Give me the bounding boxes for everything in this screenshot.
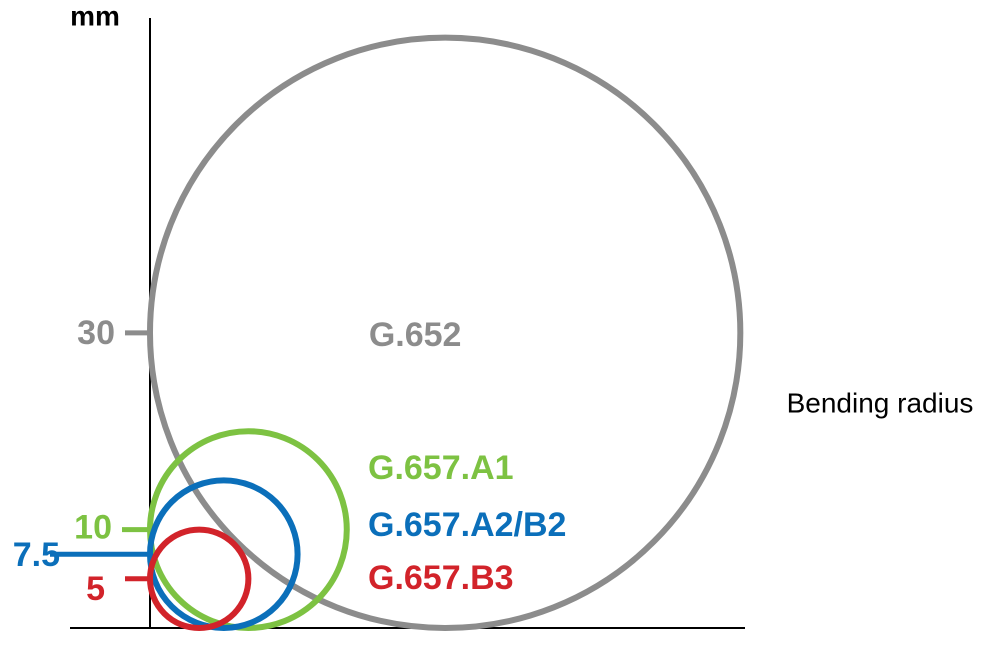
y-axis-label: mm — [70, 0, 120, 31]
series-label: G.657.A2/B2 — [368, 506, 566, 544]
bend-circle — [147, 477, 301, 631]
series-label: G.657.B3 — [368, 559, 514, 597]
tick-label: 30 — [77, 314, 115, 352]
tick-label: 10 — [74, 509, 112, 547]
tick-label: 5 — [86, 570, 105, 608]
bend-circle — [147, 428, 350, 632]
tick-label: 7.5 — [13, 536, 60, 574]
series-label: G.657.A1 — [368, 449, 514, 487]
x-axis-label: Bending radius — [787, 387, 974, 418]
series-label: G.652 — [369, 316, 462, 354]
